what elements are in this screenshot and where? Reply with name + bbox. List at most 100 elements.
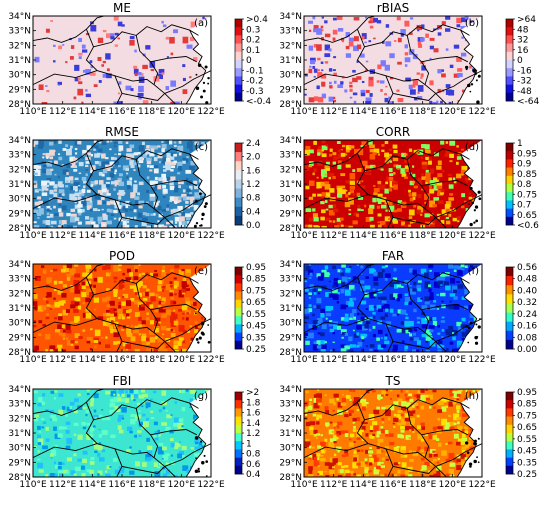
colorbar-swatch (235, 267, 242, 276)
colorbar: 10.950.90.850.80.750.70.65<0.6 (505, 139, 539, 231)
colorbar-tick-label: 0.8 (517, 180, 532, 190)
colorbar-swatch (506, 68, 513, 77)
colorbar-tick-label: 0 (246, 56, 252, 66)
x-tick-label: 116°E (379, 107, 407, 117)
y-tick-label: 32°N (8, 165, 31, 175)
y-tick-label: 30°N (8, 195, 31, 205)
x-tick-label: 120°E (168, 231, 196, 241)
colorbar-tick-label: -0.1 (246, 66, 264, 76)
x-tick-label: 120°E (168, 107, 196, 117)
colorbar-tick-label: 0.7 (517, 201, 531, 211)
colorbar-tick-label: 0.00 (517, 345, 537, 355)
panel-title: TS (385, 374, 401, 388)
map-speckle (304, 389, 482, 477)
colorbar-swatch (235, 206, 242, 217)
colorbar-swatch (235, 27, 242, 36)
x-tick-label: 116°E (108, 480, 136, 490)
y-tick-label: 28°N (279, 224, 302, 234)
y-tick-label: 29°N (279, 209, 302, 219)
x-tick-label: 110°E (19, 480, 47, 490)
x-tick-label: 116°E (108, 355, 136, 365)
colorbar-tick-label: -0.3 (246, 87, 264, 97)
y-tick-label: 32°N (279, 41, 302, 51)
colorbar-swatch (235, 19, 242, 28)
panel-rmse: RMSE (c) 34°N 33°N 32°N 31°N 30°N 29°N 28°N110°E… (8, 125, 260, 241)
x-tick-label: 110°E (290, 231, 318, 241)
x-tick-label: 120°E (439, 480, 467, 490)
colorbar-swatch (506, 267, 513, 277)
colorbar-swatch (235, 441, 242, 450)
y-tick-label: 31°N (279, 304, 302, 314)
panel-title: FAR (382, 249, 404, 263)
colorbar-tick-label: 0.2 (246, 36, 260, 46)
map-speckle (33, 389, 211, 477)
colorbar-tick-label: -32 (517, 77, 532, 87)
colorbar-swatch (506, 424, 513, 434)
x-tick-label: 114°E (350, 480, 378, 490)
colorbar-tick-label: >0.4 (246, 15, 268, 25)
colorbar-tick-label: <-64 (517, 97, 540, 107)
x-tick-label: 112°E (320, 480, 348, 490)
colorbar-tick-label: 0.35 (517, 458, 537, 468)
x-tick-label: 114°E (79, 355, 107, 365)
colorbar-swatch (506, 303, 513, 313)
y-tick-label: 31°N (279, 429, 302, 439)
colorbar-swatch (506, 312, 513, 322)
map-speckle (33, 264, 211, 352)
panel-label: (f) (468, 266, 479, 277)
colorbar-swatch (506, 449, 513, 458)
coastline (456, 402, 478, 477)
colorbar-swatch (235, 392, 242, 401)
panel-label: (d) (465, 142, 479, 153)
y-tick-label: 31°N (8, 429, 31, 439)
x-tick-label: 118°E (409, 231, 437, 241)
colorbar-tick-label: 0.56 (517, 263, 537, 273)
y-tick-label: 34°N (279, 260, 302, 270)
x-tick-label: 110°E (19, 231, 47, 241)
colorbar-swatch (235, 308, 242, 317)
colorbar-swatch (235, 457, 242, 467)
colorbar-swatch (506, 92, 513, 102)
coastline (456, 29, 478, 104)
x-tick-label: 112°E (49, 231, 77, 241)
colorbar-swatch (506, 276, 513, 286)
colorbar-tick-label: 0.0 (246, 221, 261, 231)
y-tick-label: 34°N (8, 136, 31, 146)
colorbar-tick-label: 0.55 (517, 435, 537, 445)
colorbar-swatch (235, 68, 242, 77)
x-tick-label: 116°E (379, 231, 407, 241)
x-tick-label: 112°E (320, 107, 348, 117)
colorbar-tick-label: 48 (517, 25, 529, 35)
x-tick-label: 114°E (350, 355, 378, 365)
y-tick-label: 31°N (279, 56, 302, 66)
map-field (33, 16, 211, 104)
x-tick-label: 122°E (468, 480, 496, 490)
colorbar-tick-label: 1.6 (246, 166, 261, 176)
colorbar-swatch (506, 285, 513, 295)
colorbar-swatch (506, 339, 513, 350)
colorbar-swatch (235, 424, 242, 434)
colorbar-tick-label: 0.1 (246, 46, 260, 56)
colorbar-tick-label: 32 (517, 36, 528, 46)
panel-title: POD (109, 249, 135, 263)
x-tick-label: 112°E (320, 355, 348, 365)
y-tick-label: 34°N (8, 12, 31, 22)
colorbar-tick-label: 0.32 (517, 298, 537, 308)
colorbar-swatch (235, 170, 242, 180)
x-tick-label: 122°E (197, 355, 225, 365)
y-tick-label: 30°N (279, 319, 302, 329)
x-tick-label: 112°E (49, 107, 77, 117)
colorbar-tick-label: 0.25 (517, 470, 537, 480)
panel-title: RMSE (105, 125, 139, 139)
colorbar-swatch (235, 332, 242, 342)
y-tick-label: 31°N (8, 56, 31, 66)
x-tick-label: 122°E (197, 480, 225, 490)
colorbar-tick-label: 2.0 (246, 153, 261, 163)
y-tick-label: 28°N (8, 473, 31, 483)
panel-label: (e) (194, 266, 208, 277)
panel-corr: CORR (d) 34°N 33°N 32°N 31°N 30°N 29°N 28°N110°E… (279, 125, 539, 241)
y-tick-label: 32°N (8, 289, 31, 299)
province-borders (33, 140, 211, 228)
